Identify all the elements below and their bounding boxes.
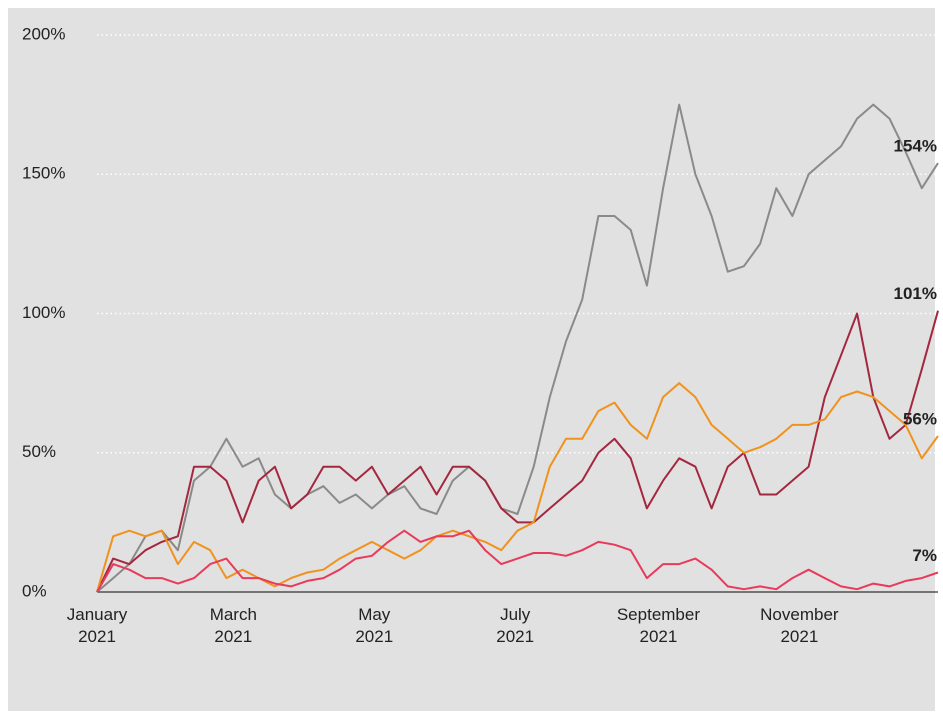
x-tick-label: March 2021	[210, 605, 257, 646]
y-tick-label: 100%	[22, 303, 65, 322]
y-tick-label: 50%	[22, 442, 56, 461]
series-line	[96, 103, 939, 593]
chart-background	[8, 8, 935, 711]
series-line	[96, 310, 939, 593]
end-label: 101%	[894, 284, 937, 303]
x-tick-label: January 2021	[67, 605, 128, 646]
end-label: 154%	[894, 137, 937, 156]
end-label: 56%	[903, 410, 937, 429]
y-tick-label: 150%	[22, 164, 65, 183]
x-tick-label: July 2021	[496, 605, 534, 646]
end-label: 7%	[912, 546, 937, 565]
series-line	[96, 529, 939, 593]
x-tick-label: May 2021	[355, 605, 393, 646]
x-tick-label: November 2021	[760, 605, 839, 646]
y-tick-label: 0%	[22, 581, 47, 600]
x-tick-label: September 2021	[617, 605, 700, 646]
y-tick-label: 200%	[22, 24, 65, 43]
